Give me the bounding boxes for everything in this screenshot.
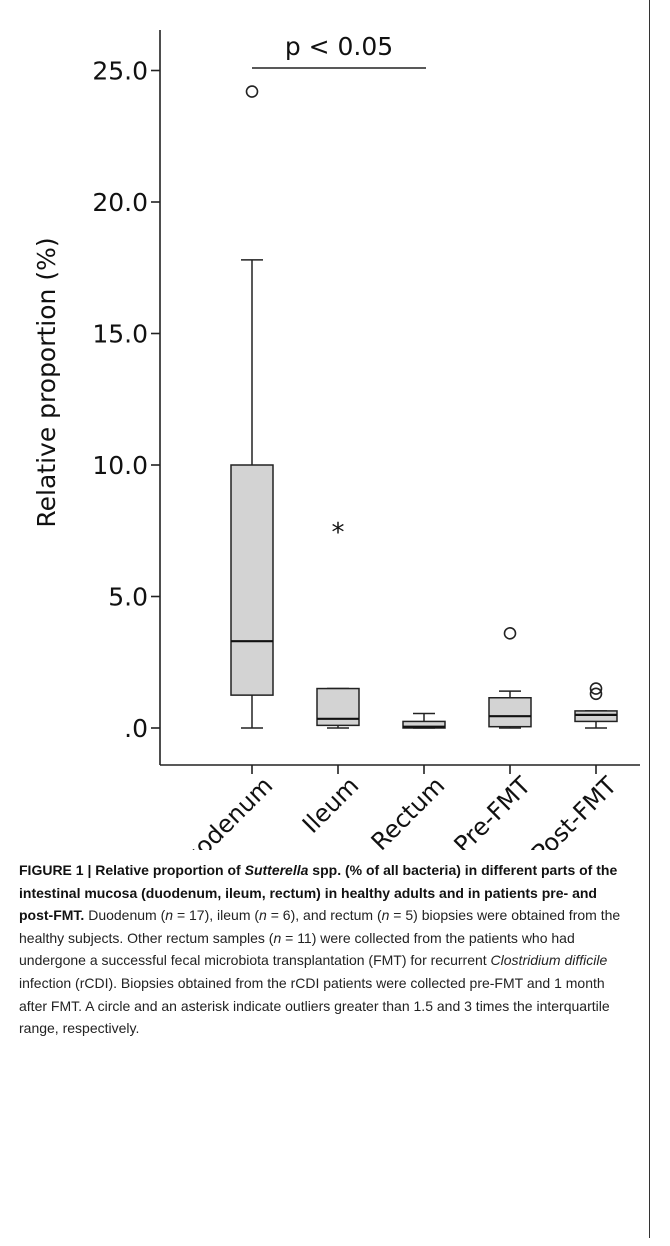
caption-genus: Sutterella [244,862,309,878]
y-tick-label: 10.0 [92,451,148,480]
caption-text: = 17), ileum ( [173,907,260,924]
box-post-fmt [574,710,618,729]
caption-text: = 11) were collected from the patients w… [19,929,575,969]
x-tick-label: Rectum [366,771,451,850]
caption-text: = 5) biopsies were obtained from the hea… [19,907,621,946]
outlier-circle [503,627,517,640]
caption-n-symbol: n [165,907,174,924]
y-tick-label: 20.0 [92,188,148,217]
y-axis-label: Relative proportion (%) [32,237,61,527]
outlier-circle [245,85,259,98]
caption-title: FIGURE 1 | Relative proportion of Sutter… [19,862,617,923]
y-tick-label: 15.0 [92,320,148,349]
figure-frame [649,0,650,1238]
x-tick-label: Post-FMT [526,771,622,850]
outlier-asterisk: * [332,518,345,548]
box-iqr [230,464,274,696]
outlier-circle [589,682,603,695]
outlier-circle [589,687,603,701]
caption-text: = 6), and rectum ( [266,907,382,924]
x-tick-label: Ileum [297,771,364,838]
box-rectum [402,712,446,729]
y-tick-label: .0 [124,714,148,743]
box-iqr [574,710,618,723]
box-iqr [488,697,532,728]
significance-label: p < 0.05 [285,32,393,61]
box-ileum [316,687,360,729]
x-tick-label: Duodenum [165,771,278,850]
x-tick-label: Pre-FMT [449,771,537,850]
caption-n-symbol: n [381,907,390,924]
box-duodenum [230,259,274,729]
caption-n-symbol: n [273,929,282,946]
y-tick-label: 25.0 [92,57,148,86]
caption-text: Duodenum ( [84,907,166,924]
box-iqr [402,720,446,729]
figure-caption: FIGURE 1 | Relative proportion of Sutter… [19,859,624,1040]
box-plot-chart: .0 5.0 10.0 15.0 20.0 25.0 Relative proportion… [32,30,640,850]
caption-figure-label: FIGURE 1 | Relative proportion of [19,862,245,878]
box-pre-fmt [488,690,532,729]
y-tick-label: 5.0 [108,583,148,612]
caption-text: infection (rCDI). Biopsies obtained from… [19,974,610,1037]
caption-species: Clostridium difficile [490,952,608,969]
caption-title-rest: spp. (% of all bacteria) in different pa… [19,862,618,924]
caption-n-symbol: n [259,907,267,924]
